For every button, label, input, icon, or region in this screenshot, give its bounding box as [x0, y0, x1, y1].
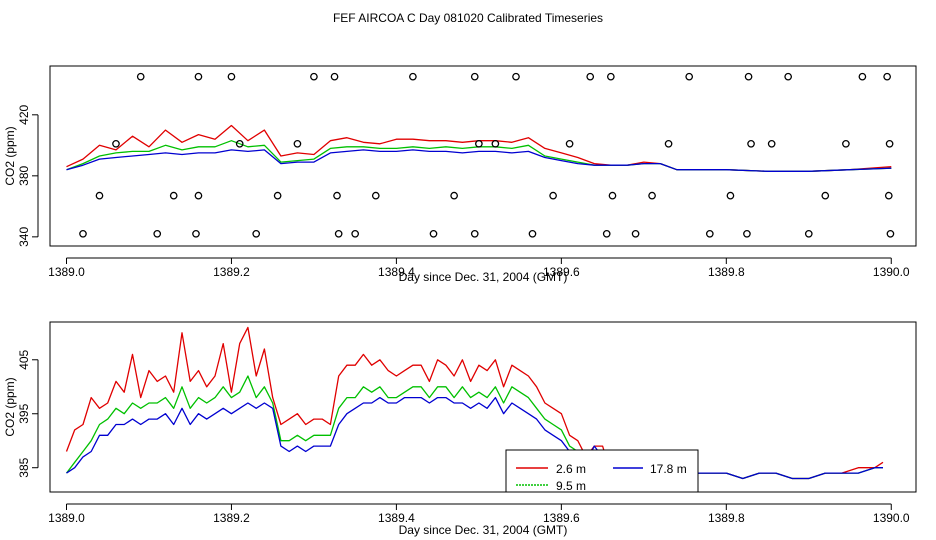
top-marker-point [252, 229, 261, 238]
top-marker-point [330, 72, 339, 81]
bottom-y-tick-label: 385 [17, 457, 31, 477]
top-marker-point [883, 72, 891, 81]
top-y-tick-label: 340 [17, 227, 31, 247]
top-marker-point [602, 229, 611, 238]
bottom-y-axis-label: CO2 (ppm) [3, 377, 17, 436]
top-marker-point [705, 229, 714, 238]
top-marker-point [371, 191, 380, 200]
top-marker-point [153, 229, 162, 238]
top-x-tick-label: 1389.0 [48, 265, 85, 279]
top-marker-point [512, 72, 520, 81]
top-marker-point [631, 229, 640, 238]
top-marker-point [333, 191, 341, 200]
top-marker-point [747, 139, 755, 148]
top-marker-point [273, 191, 282, 200]
top-marker-point [648, 191, 656, 200]
top-x-tick-label: 1389.8 [708, 265, 745, 279]
bottom-panel: 1389.0 1389.2 1389.4 1389.6 1389.8 1390.0 385… [3, 321, 917, 537]
top-marker-point [351, 229, 360, 238]
bottom-x-tick-label: 1390.0 [873, 511, 910, 525]
top-x-axis-label: Day since Dec. 31, 2004 (GMT) [399, 270, 568, 284]
bottom-plot-frame [49, 321, 917, 493]
top-marker-point [470, 72, 479, 81]
top-marker-point [169, 191, 178, 200]
top-series-line-9-5m [66, 140, 892, 172]
bottom-series-line-17-8m [66, 396, 883, 480]
top-y-tick-label: 380 [17, 165, 31, 185]
top-marker-point [293, 139, 302, 148]
bottom-series-line-2-6m [65, 326, 884, 480]
legend: 2.6 m 17.8 m 9.5 m [505, 449, 699, 493]
top-marker-point [586, 72, 595, 81]
bottom-series-line-9-5m [65, 375, 883, 480]
top-marker-point [310, 72, 318, 81]
bottom-x-axis-label: Day since Dec. 31, 2004 (GMT) [399, 523, 568, 537]
top-marker-point [136, 72, 145, 81]
bottom-x-tick-label: 1389.8 [708, 511, 745, 525]
top-marker-point [886, 229, 895, 238]
top-marker-point [429, 229, 438, 238]
top-marker-point [79, 229, 87, 238]
top-marker-point [470, 229, 479, 238]
top-marker-point [685, 72, 694, 81]
top-marker-point [235, 139, 244, 148]
top-marker-point [744, 72, 753, 81]
top-marker-point [726, 191, 735, 200]
top-marker-point [606, 72, 615, 81]
top-marker-point [95, 191, 104, 200]
top-marker-point [784, 72, 793, 81]
legend-label-17-8m: 17.8 m [650, 462, 687, 476]
bottom-x-tick-label: 1389.0 [48, 511, 85, 525]
top-marker-point [194, 72, 203, 81]
top-marker-point [491, 139, 500, 148]
top-series-line-17-8m [66, 149, 892, 172]
top-y-tick-label: 420 [17, 104, 31, 124]
bottom-x-tick-label: 1389.6 [543, 511, 580, 525]
top-marker-point [565, 139, 574, 148]
legend-label-9-5m: 9.5 m [556, 479, 586, 493]
top-y-axis-label: CO2 (ppm) [3, 126, 17, 185]
top-marker-point [528, 229, 537, 238]
top-marker-point [821, 191, 830, 200]
top-marker-point [842, 139, 850, 148]
chart-title: FEF AIRCOA C Day 081020 Calibrated Times… [333, 11, 603, 25]
top-marker-point [743, 229, 751, 238]
bottom-x-tick-label: 1389.4 [378, 511, 415, 525]
top-x-tick-label: 1390.0 [873, 265, 910, 279]
top-x-tick-label: 1389.2 [213, 265, 250, 279]
top-marker-point [664, 139, 673, 148]
top-marker-point [450, 191, 458, 200]
bottom-y-tick-label: 405 [17, 349, 31, 369]
top-marker-point [884, 191, 893, 200]
top-marker-point [192, 229, 200, 238]
top-plot-frame [49, 65, 917, 247]
top-marker-point [112, 139, 120, 148]
top-marker-point [885, 139, 894, 148]
bottom-x-tick-label: 1389.2 [213, 511, 250, 525]
top-marker-point [767, 139, 776, 148]
top-marker-point [475, 139, 483, 148]
top-marker-point [858, 72, 867, 81]
top-marker-point [804, 229, 813, 238]
top-marker-point [608, 191, 617, 200]
top-marker-point [194, 191, 203, 200]
top-x-tick-label: 1389.6 [543, 265, 580, 279]
top-panel: 1389.0 1389.2 1389.4 1389.6 1389.8 1390.0 340… [3, 65, 917, 284]
legend-label-2-6m: 2.6 m [556, 462, 586, 476]
top-marker-point [227, 72, 236, 81]
top-marker-point [409, 72, 417, 81]
top-marker-point [549, 191, 557, 200]
top-x-tick-label: 1389.4 [378, 265, 415, 279]
top-marker-point [334, 229, 343, 238]
bottom-y-tick-label: 395 [17, 403, 31, 423]
